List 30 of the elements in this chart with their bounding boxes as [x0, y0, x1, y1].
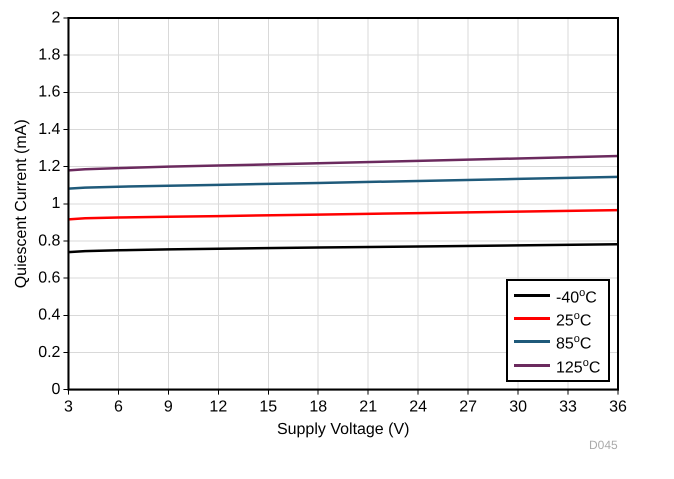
y-tick-label: 0.2: [38, 344, 61, 361]
x-tick-label: 21: [359, 398, 378, 416]
x-tick-label: 30: [509, 398, 528, 416]
y-tick-label: 0: [52, 381, 61, 398]
x-tick-label: 24: [409, 398, 428, 416]
x-tick-label: 3: [64, 398, 73, 416]
y-tick-label: 1.6: [38, 84, 61, 101]
legend-label: 25$^{o}$C: [556, 308, 592, 330]
x-tick-label: 12: [209, 398, 228, 416]
x-tick-label: 33: [559, 398, 578, 416]
y-tick-label: 1.2: [38, 158, 61, 176]
y-tick-label: 1: [52, 195, 61, 212]
x-tick-label: 15: [259, 398, 278, 416]
text: D045: [589, 438, 618, 452]
x-tick-label: 36: [609, 398, 627, 416]
legend-label: 125$^{o}$C: [556, 356, 600, 377]
legend-label: -40$^{o}$C: [556, 286, 597, 307]
x-tick-label: 9: [164, 398, 173, 416]
legend-label: 85$^{o}$C: [556, 332, 592, 354]
y-tick-label: 2: [52, 9, 61, 26]
y-tick-label: 0.6: [38, 270, 61, 287]
x-tick-label: 18: [309, 398, 328, 416]
x-axis-title: Supply Voltage (V): [276, 420, 410, 438]
y-tick-label: 0.8: [38, 232, 61, 250]
y-tick-label: 1.8: [38, 46, 61, 64]
y-tick-label: 1.4: [38, 120, 61, 138]
y-axis-title: Quiescent Current (mA): [13, 119, 30, 288]
y-tick-label: 0.4: [38, 306, 61, 324]
x-tick-label: 6: [114, 398, 123, 416]
x-tick-label: 27: [459, 398, 478, 416]
